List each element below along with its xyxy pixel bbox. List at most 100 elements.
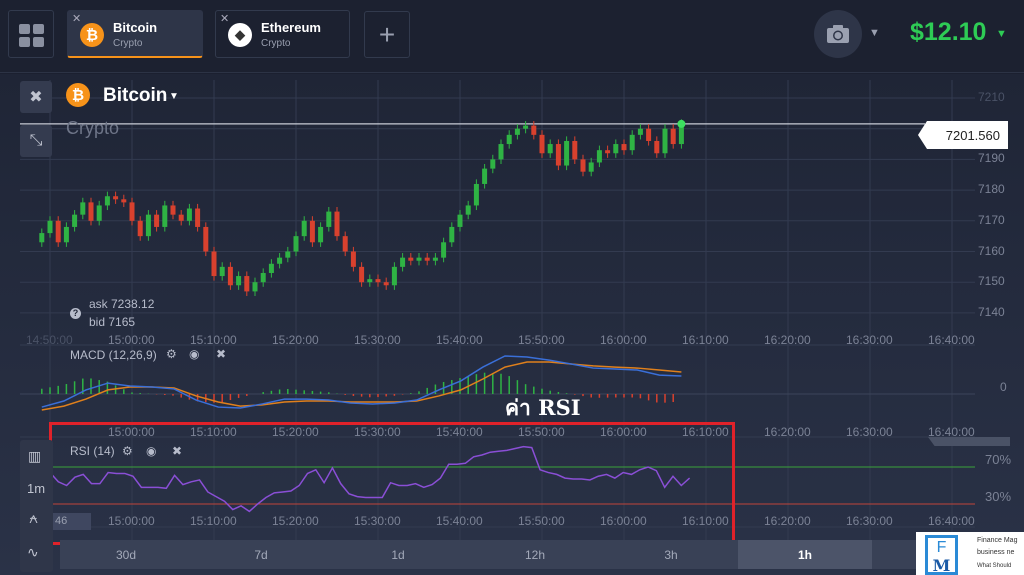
candle bbox=[498, 144, 504, 160]
time-tick-label: 16:40:00 bbox=[928, 425, 975, 439]
top-bar: ✕ ₿ Bitcoin Crypto ✕ ◆ Ethereum Crypto +… bbox=[0, 0, 1024, 73]
candle bbox=[219, 266, 225, 277]
time-tick-label: 15:40:00 bbox=[436, 425, 483, 439]
help-icon[interactable]: ? bbox=[70, 308, 81, 319]
rsi-settings-icon[interactable]: ⚙ bbox=[122, 444, 133, 458]
candle bbox=[55, 220, 61, 243]
close-chart-button[interactable]: ✖ bbox=[20, 81, 52, 113]
time-tick-label: 16:30:00 bbox=[846, 333, 893, 347]
screenshot-dropdown-icon[interactable]: ▼ bbox=[869, 27, 880, 39]
candle bbox=[285, 251, 291, 258]
asset-title[interactable]: Bitcoin bbox=[103, 85, 168, 106]
timeframe-button[interactable]: 1m bbox=[27, 481, 46, 496]
close-tab-icon[interactable]: ✕ bbox=[72, 13, 82, 25]
candle bbox=[646, 128, 652, 141]
y-tick-label: 7170 bbox=[978, 212, 1005, 227]
period-button[interactable]: 1d bbox=[330, 540, 466, 569]
macd-visibility-icon[interactable]: ◉ bbox=[189, 347, 200, 361]
period-button[interactable]: 7d bbox=[192, 540, 330, 569]
macd-remove-icon[interactable]: ✖ bbox=[216, 347, 227, 361]
candle bbox=[613, 144, 619, 154]
candle bbox=[670, 128, 676, 145]
candle bbox=[678, 123, 684, 145]
y-tick-label: 7140 bbox=[978, 304, 1005, 319]
candle bbox=[260, 272, 266, 283]
collapse-button[interactable]: ⤡ bbox=[20, 125, 52, 157]
tab-ethereum[interactable]: ✕ ◆ Ethereum Crypto bbox=[215, 10, 350, 58]
layout-grid-button[interactable] bbox=[8, 10, 54, 58]
live-price-dot bbox=[677, 119, 686, 128]
tab-title: Bitcoin bbox=[113, 20, 158, 35]
grid-icon bbox=[19, 24, 44, 47]
rsi-remove-icon[interactable]: ✖ bbox=[172, 444, 183, 458]
time-tick-label: 16:00:00 bbox=[600, 425, 647, 439]
time-tick-label: 15:50:00 bbox=[518, 514, 565, 528]
time-tick-label: 16:30:00 bbox=[846, 514, 893, 528]
candle bbox=[441, 242, 447, 258]
tool-sidebar: ▥ 1m ⍲ ∿ bbox=[20, 440, 53, 572]
tab-bitcoin[interactable]: ✕ ₿ Bitcoin Crypto bbox=[67, 10, 203, 58]
candle bbox=[236, 276, 242, 286]
annotation-text: ค่า RSI bbox=[505, 395, 581, 420]
rsi-top-label bbox=[928, 437, 1010, 446]
macd-settings-icon[interactable]: ⚙ bbox=[166, 347, 177, 361]
screenshot-button[interactable] bbox=[814, 10, 862, 58]
time-tick-label: 16:00:00 bbox=[600, 333, 647, 347]
time-tick-label: 15:10:00 bbox=[190, 333, 237, 347]
asset-dropdown-icon[interactable]: ▼ bbox=[169, 91, 179, 102]
time-tick-label: 15:20:00 bbox=[272, 333, 319, 347]
y-tick-label: 7180 bbox=[978, 182, 1005, 197]
time-tick-label: 15:10:00 bbox=[190, 514, 237, 528]
candle bbox=[244, 276, 250, 292]
time-tick-label: 15:10:00 bbox=[190, 425, 237, 439]
balance-dropdown-icon[interactable]: ▼ bbox=[996, 28, 1007, 40]
close-tab-icon[interactable]: ✕ bbox=[220, 13, 230, 25]
period-button[interactable]: 30d bbox=[60, 540, 192, 569]
candle bbox=[301, 220, 307, 237]
candle bbox=[596, 150, 602, 163]
chart-type-icon[interactable]: ▥ bbox=[28, 448, 42, 464]
drawing-tools-icon[interactable]: ⍲ bbox=[29, 510, 39, 527]
candle bbox=[482, 168, 488, 184]
candle bbox=[145, 214, 151, 237]
balance[interactable]: $12.10 bbox=[910, 18, 987, 46]
bid-price: bid 7165 bbox=[89, 315, 136, 329]
bitcoin-icon: ₿ bbox=[80, 23, 104, 47]
candle bbox=[227, 266, 233, 286]
candle bbox=[121, 199, 127, 203]
candle bbox=[350, 251, 356, 267]
candle bbox=[96, 205, 102, 221]
time-tick-label: 15:50:00 bbox=[518, 333, 565, 347]
macd-label: MACD (12,26,9) bbox=[70, 348, 157, 362]
period-button[interactable]: 3h bbox=[604, 540, 738, 569]
candle bbox=[252, 282, 258, 292]
candle bbox=[342, 236, 348, 252]
rsi-70-label: 70% bbox=[985, 452, 1012, 467]
ad-text: Finance Mag bbox=[977, 537, 1018, 544]
collapse-icon: ⤡ bbox=[29, 132, 43, 149]
candle bbox=[391, 266, 397, 286]
y-tick-label: 7190 bbox=[978, 151, 1005, 166]
indicators-icon[interactable]: ∿ bbox=[27, 544, 39, 560]
rsi-visibility-icon[interactable]: ◉ bbox=[146, 444, 157, 458]
close-icon: ✖ bbox=[29, 89, 43, 106]
time-tick-label: 16:10:00 bbox=[682, 333, 729, 347]
candle bbox=[154, 214, 160, 227]
period-button[interactable]: 1h bbox=[738, 540, 872, 569]
add-tab-button[interactable]: + bbox=[364, 11, 410, 58]
candle bbox=[137, 220, 143, 237]
candle bbox=[506, 134, 512, 145]
candle bbox=[637, 128, 643, 135]
candle bbox=[514, 128, 520, 135]
candle bbox=[662, 128, 668, 154]
time-tick-label: 16:20:00 bbox=[764, 425, 811, 439]
period-button[interactable]: 12h bbox=[466, 540, 604, 569]
candle bbox=[318, 226, 324, 243]
candle bbox=[63, 226, 69, 243]
tab-subtitle: Crypto bbox=[113, 38, 143, 49]
time-tick-label: 15:40:00 bbox=[436, 333, 483, 347]
candle bbox=[490, 159, 496, 169]
candle-timer: 46 bbox=[53, 513, 91, 530]
